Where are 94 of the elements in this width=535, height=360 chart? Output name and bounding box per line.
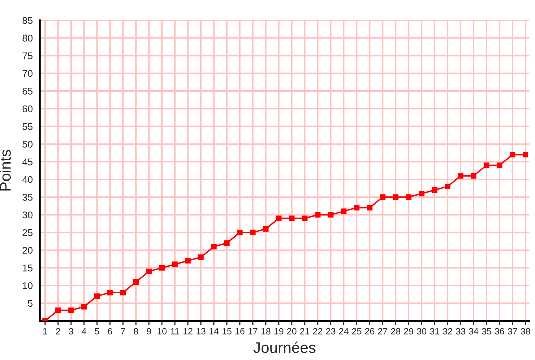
x-tick-label: 13 [196, 328, 206, 335]
y-tick-label: 70 [22, 70, 33, 78]
point [341, 208, 347, 214]
point [107, 290, 114, 296]
x-tick-label: 36 [495, 328, 504, 335]
x-tick-label: 35 [482, 328, 492, 335]
x-tick-label: 34 [469, 328, 479, 335]
y-tick-label: 50 [22, 141, 33, 148]
point [133, 279, 139, 285]
y-tick-label: 65 [22, 88, 33, 95]
point [263, 226, 269, 232]
point [185, 258, 191, 264]
x-tick-label: 4 [82, 328, 87, 335]
x-axis-title: Journées [254, 342, 316, 354]
point [250, 230, 256, 236]
point [68, 308, 74, 314]
point [289, 216, 295, 222]
x-tick-label: 37 [508, 328, 518, 335]
point [120, 290, 126, 296]
x-tick-label: 29 [404, 328, 414, 335]
point [146, 268, 152, 274]
point [276, 216, 282, 222]
point [237, 230, 243, 236]
y-tick-label: 60 [22, 106, 33, 113]
x-tick-label: 27 [378, 328, 388, 335]
x-tick-label: 1 [43, 328, 48, 335]
x-tick-label: 5 [95, 328, 100, 335]
x-tick-label: 7 [121, 328, 126, 335]
point [380, 194, 386, 200]
x-tick-label: 38 [521, 328, 530, 335]
x-tick-label: 24 [339, 328, 349, 335]
x-tick-label: 33 [456, 328, 466, 335]
x-tick-label: 31 [430, 328, 440, 335]
point [445, 184, 451, 190]
y-tick-label: 35 [22, 194, 33, 201]
point [510, 152, 516, 158]
point [522, 152, 529, 158]
x-tick-label: 32 [443, 328, 452, 335]
x-tick-label: 25 [352, 328, 362, 335]
point [81, 304, 88, 310]
y-tick-label: 30 [22, 212, 33, 219]
x-tick-label: 14 [210, 328, 219, 335]
y-tick-label: 85 [22, 17, 33, 24]
x-tick-label: 8 [134, 328, 138, 335]
x-tick-label: 19 [274, 328, 284, 335]
point [94, 294, 100, 300]
point [354, 205, 360, 211]
x-tick-label: 12 [184, 328, 193, 335]
x-tick-label: 15 [222, 328, 232, 335]
y-tick-label: 80 [22, 34, 33, 42]
y-tick-label: 10 [23, 282, 33, 290]
y-tick-label: 15 [23, 264, 33, 272]
y-tick-label: 55 [22, 123, 33, 130]
y-tick-label: 5 [28, 300, 33, 308]
x-tick-label: 10 [158, 328, 167, 335]
x-tick-label: 16 [236, 328, 245, 335]
point [159, 265, 165, 271]
point [497, 162, 503, 168]
x-tick-label: 9 [147, 328, 152, 335]
point [484, 162, 490, 168]
x-tick-label: 26 [365, 328, 375, 335]
point [367, 205, 373, 211]
x-tick-label: 11 [171, 328, 180, 335]
point [432, 187, 438, 194]
x-tick-label: 23 [326, 328, 336, 335]
point [56, 308, 62, 314]
point [315, 212, 321, 218]
point [328, 212, 334, 218]
x-tick-label: 20 [287, 328, 297, 335]
point [406, 194, 412, 200]
x-tick-label: 21 [300, 328, 310, 335]
point [458, 173, 464, 179]
y-axis-title: Points [0, 150, 12, 191]
point [224, 240, 230, 246]
point [172, 262, 178, 268]
y-tick-label: 75 [22, 52, 33, 60]
point [211, 244, 217, 250]
point [471, 173, 477, 179]
x-tick-label: 6 [108, 328, 112, 335]
x-tick-label: 18 [262, 328, 271, 335]
x-tick-label: 30 [417, 328, 427, 335]
y-tick-label: 25 [22, 229, 33, 236]
x-tick-label: 2 [56, 328, 60, 335]
point [393, 194, 399, 200]
x-tick-label: 3 [69, 328, 74, 335]
x-tick-label: 22 [313, 328, 323, 335]
y-tick-label: 20 [22, 247, 33, 254]
point [419, 191, 425, 197]
point [198, 254, 204, 260]
point [302, 216, 308, 222]
x-tick-label: 17 [248, 328, 258, 335]
y-tick-label: 45 [22, 158, 33, 166]
x-tick-label: 28 [391, 328, 401, 335]
y-tick-label: 40 [22, 176, 33, 184]
